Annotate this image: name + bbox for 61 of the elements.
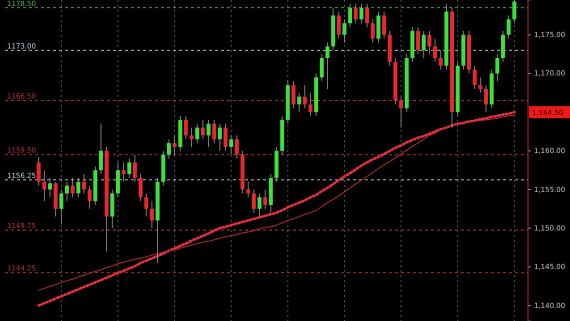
candlestick [116, 162, 120, 198]
candlestick [122, 162, 126, 182]
candlestick [501, 30, 505, 62]
candlestick [478, 76, 482, 94]
candlestick [88, 185, 92, 210]
candlestick [297, 92, 302, 113]
candlestick [325, 42, 330, 90]
candlestick [308, 92, 312, 116]
candlestick [229, 134, 234, 156]
candlestick [59, 189, 64, 225]
candlestick [82, 174, 86, 194]
candlestick [65, 181, 69, 202]
candlestick [302, 84, 307, 109]
candlestick [506, 15, 511, 40]
candlestick [166, 138, 171, 159]
candlestick [416, 26, 420, 55]
candlestick [376, 11, 380, 43]
candlestick [495, 54, 500, 82]
candlestick [224, 123, 228, 152]
candlestick [246, 181, 250, 198]
candlestick [48, 178, 52, 198]
candlestick [127, 158, 132, 178]
candlestick [218, 123, 222, 152]
candlestick [195, 123, 200, 144]
candlestick [36, 156, 41, 186]
candlestick [438, 50, 443, 70]
candlestick [354, 3, 358, 24]
candlestick [138, 174, 143, 202]
candlestick [422, 30, 426, 58]
candlestick [512, 0, 516, 24]
candlestick [484, 84, 488, 113]
candlestick [212, 119, 216, 144]
candlestick [172, 134, 177, 156]
candlestick [110, 189, 114, 229]
candlestick [150, 200, 154, 229]
candlestick [263, 189, 268, 210]
candlestick [190, 127, 194, 148]
candlestick [132, 154, 137, 182]
candlestick [252, 189, 256, 214]
candlestick [98, 123, 103, 174]
candlestick [234, 134, 239, 159]
candlestick [200, 119, 205, 140]
candlestick [433, 38, 438, 62]
candlestick [206, 119, 211, 148]
candlestick [399, 96, 404, 128]
candlestick [342, 18, 346, 43]
candlestick [70, 178, 75, 198]
candlestick [382, 11, 386, 40]
candlestick [359, 3, 364, 24]
candlestick [427, 30, 432, 55]
candlestick [144, 192, 148, 217]
candlestick [320, 54, 324, 82]
candlestick [42, 170, 46, 202]
candlestick [292, 80, 296, 109]
candlestick [472, 65, 477, 90]
candlestick [258, 192, 262, 217]
candlestick [184, 116, 188, 140]
candlestick [76, 178, 80, 198]
candlestick [348, 3, 352, 28]
candlestick [365, 3, 370, 28]
candlestick [336, 11, 341, 40]
